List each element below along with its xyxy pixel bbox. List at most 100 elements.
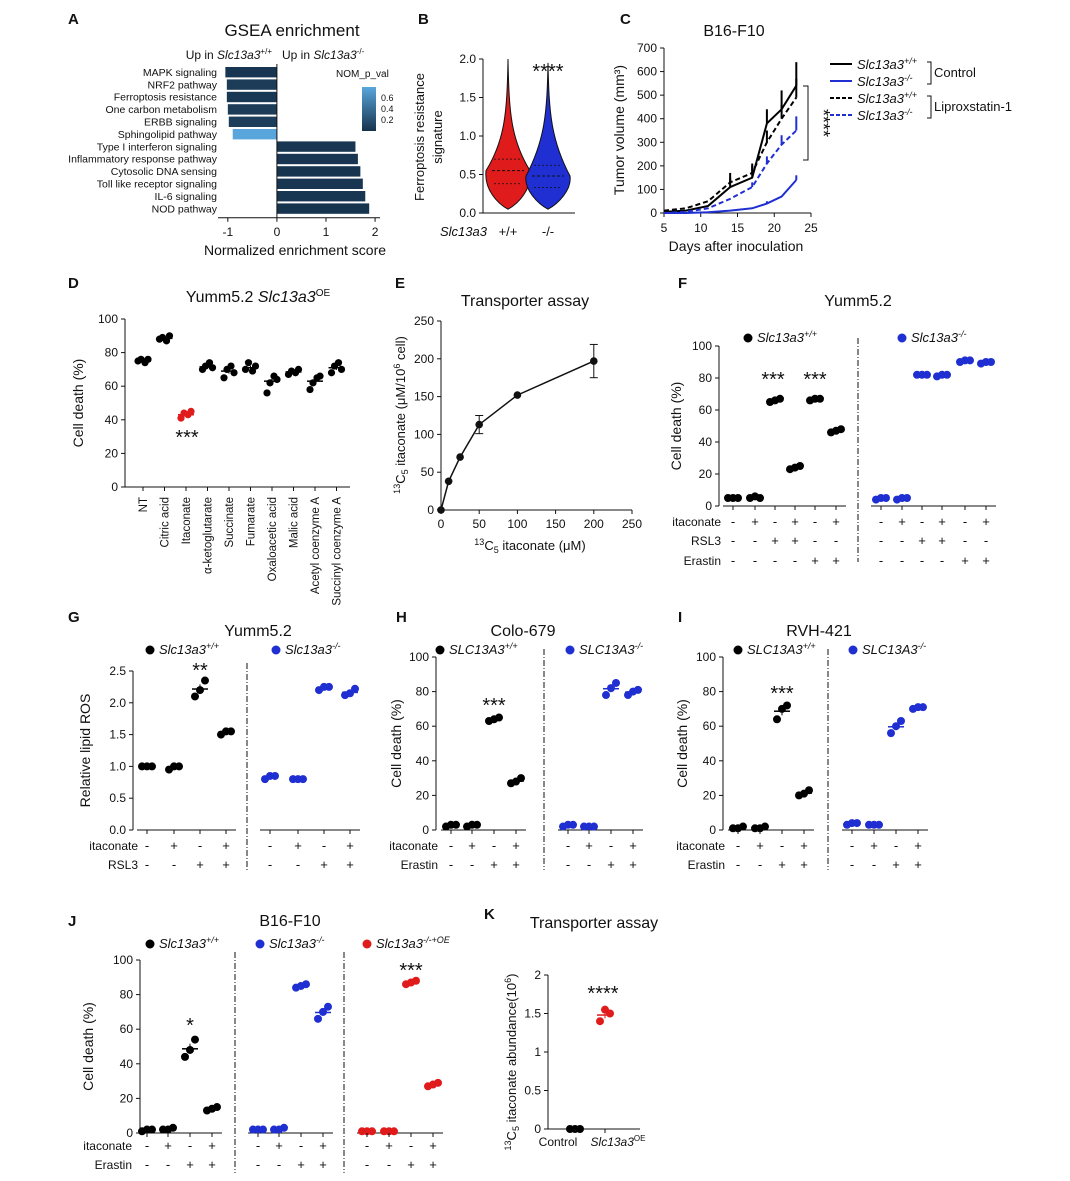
I-data-point (805, 786, 813, 795)
gsea-category-label: NOD pathway (152, 203, 218, 215)
F-legend-item-label: Slc13a3-/- (911, 329, 966, 345)
D-data-point (220, 374, 228, 382)
D-x-tick-label: Acetyl coenzyme A (310, 497, 322, 594)
gsea-bar (232, 129, 277, 140)
D-x-tick-label: Citric acid (160, 497, 172, 547)
B-y-tick-label: 0.5 (459, 168, 476, 182)
significance-marker: **** (532, 61, 563, 83)
I-condition-sign: + (870, 838, 878, 853)
D-data-point (244, 359, 253, 367)
gsea-bar (276, 166, 361, 177)
E-x-tick-label: 150 (546, 517, 566, 531)
F-condition-sign: - (773, 514, 777, 529)
C-sig-bracket (803, 85, 809, 161)
F-condition-sign: - (920, 553, 924, 568)
F-condition-sign: - (879, 514, 883, 529)
gsea-category-label: NRF2 pathway (148, 79, 218, 91)
gsea-category-label: Ferroptosis resistance (114, 92, 217, 104)
legend-text-part: SLC13A3 (579, 642, 635, 657)
E-y-axis-label: 13C5 itaconate (μM/106 cell) (392, 336, 410, 494)
H-y-tick-label: 40 (416, 754, 430, 768)
F-condition-sign: + (832, 553, 840, 568)
J-data-point (181, 1052, 189, 1061)
J-condition-sign: - (387, 1157, 391, 1172)
legend-text-part: -/- (958, 329, 967, 339)
D-y-tick-label: 0 (111, 480, 118, 494)
F-condition-sign: + (918, 533, 926, 548)
I-condition-sign: + (800, 857, 808, 872)
legend-text-part: -/- (918, 641, 927, 651)
H-data-point (517, 774, 525, 783)
J-y-tick-label: 20 (120, 1091, 134, 1105)
H-condition-sign: + (490, 857, 498, 872)
chart-title: B16-F10 (259, 913, 320, 930)
J-condition-sign: + (429, 1138, 437, 1153)
I-condition-sign: - (872, 857, 876, 872)
x-tick-label: -1 (222, 225, 233, 239)
J-data-point (191, 1035, 199, 1044)
D-data-point (251, 362, 260, 370)
D-x-tick-label: α-ketoglutarate (203, 497, 215, 574)
chart-title: Yumm5.2 (224, 623, 292, 640)
G-legend-item-marker (145, 645, 155, 655)
F-y-tick-label: 0 (705, 499, 712, 513)
G-condition-label: itaconate (89, 839, 138, 853)
C-series-line (663, 129, 797, 214)
legend-text-part: -/- (635, 641, 644, 651)
H-condition-sign: + (512, 857, 520, 872)
D-data-point (227, 362, 235, 370)
chart-title: GSEA enrichment (224, 21, 359, 40)
I-condition-sign: - (758, 857, 762, 872)
F-y-axis-label: Cell death (%) (668, 382, 684, 471)
I-condition-sign: + (778, 857, 786, 872)
D-y-tick-label: 100 (98, 312, 118, 326)
I-y-tick-label: 80 (703, 685, 717, 699)
F-condition-sign: + (771, 533, 779, 548)
G-y-tick-label: 0.0 (109, 823, 126, 837)
C-group-label-liproxstatin: Liproxstatin-1 (934, 99, 1012, 114)
legend-text-part: Slc13a3 (159, 642, 207, 657)
K-y-tick-label: 0.5 (524, 1084, 541, 1098)
panel-letter: H (396, 609, 407, 626)
B-y-tick-label: 0.0 (459, 206, 476, 220)
legend-text-part: -/- (332, 641, 341, 651)
E-x-tick-label: 50 (473, 517, 487, 531)
I-legend-item-label: SLC13A3+/+ (747, 641, 816, 657)
J-condition-sign: + (186, 1157, 194, 1172)
chart-title: Transporter assay (461, 293, 589, 310)
legend-text-part: Slc13a3 (757, 330, 805, 345)
I-y-tick-label: 0 (709, 823, 716, 837)
C-y-tick-label: 600 (637, 65, 657, 79)
K-data-point (606, 1009, 614, 1018)
J-data-point (434, 1078, 442, 1087)
legend-text-part: +/+ (804, 329, 817, 339)
H-condition-sign: + (607, 857, 615, 872)
H-legend-item-marker (565, 645, 575, 655)
violin-wildtype (485, 58, 531, 210)
E-data-point (444, 477, 453, 486)
F-y-tick-label: 60 (699, 403, 713, 417)
J-y-axis-label: Cell death (%) (80, 1002, 96, 1091)
F-condition-sign: - (963, 533, 967, 548)
legend-colorbar (362, 87, 376, 131)
D-data-point (273, 375, 281, 384)
F-legend-item-label: Slc13a3+/+ (757, 329, 817, 345)
C-y-tick-label: 700 (637, 41, 657, 55)
I-y-tick-label: 20 (703, 788, 717, 802)
J-y-tick-label: 0 (126, 1126, 133, 1140)
gsea-bar (228, 116, 277, 127)
I-y-axis-label: Cell death (%) (674, 699, 690, 788)
D-x-tick-label: Succinate (224, 497, 236, 548)
G-y-axis-label: Relative lipid ROS (77, 694, 93, 808)
legend-tick-label: 0.6 (381, 93, 394, 103)
D-y-tick-label: 40 (105, 413, 119, 427)
legend-text-part: SLC13A3 (862, 642, 918, 657)
J-condition-sign: - (256, 1157, 260, 1172)
F-condition-sign: - (879, 533, 883, 548)
legend-text-part: Slc13a3 (911, 330, 959, 345)
F-condition-sign: - (879, 553, 883, 568)
F-condition-sign: - (900, 533, 904, 548)
J-data-point (302, 980, 310, 989)
I-condition-sign: - (850, 838, 854, 853)
J-condition-sign: - (145, 1157, 149, 1172)
